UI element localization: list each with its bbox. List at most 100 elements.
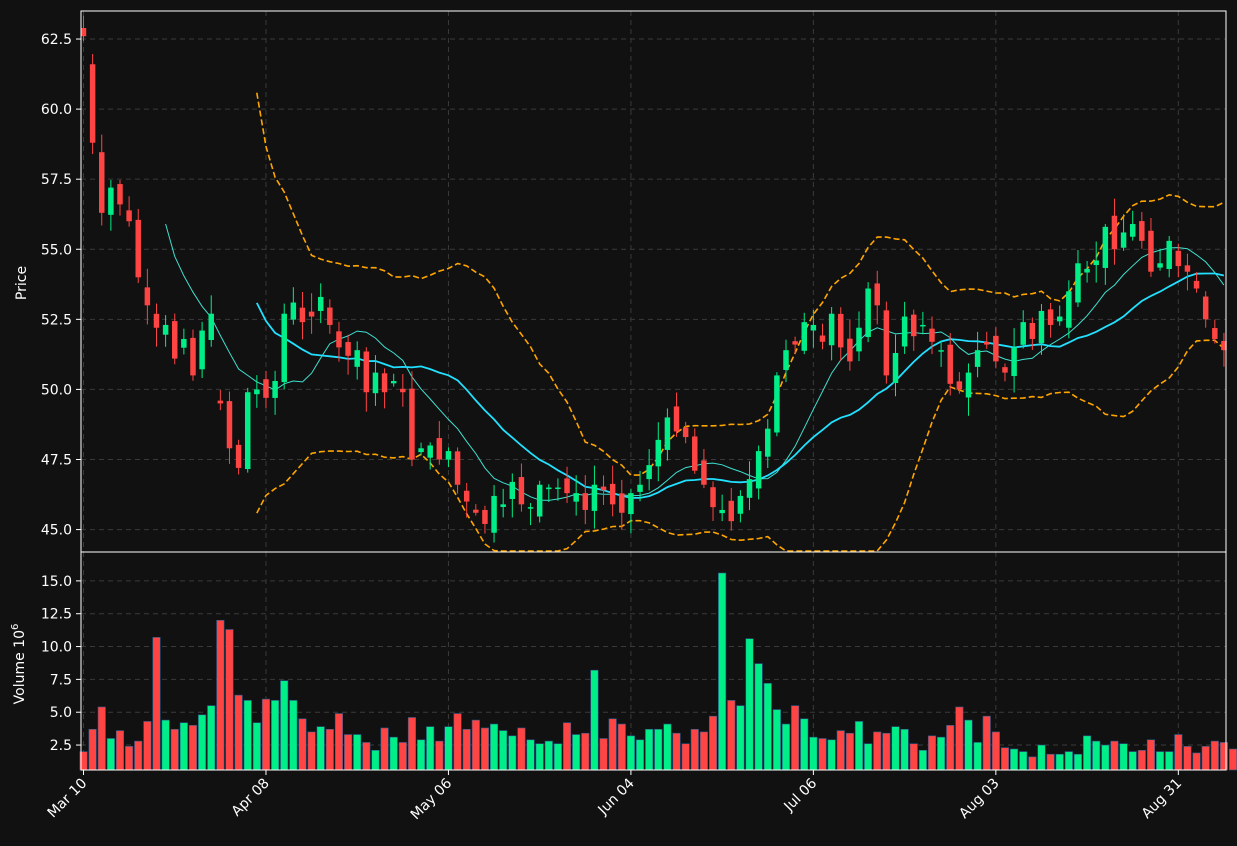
candle-body [892, 352, 899, 384]
candle-body [272, 381, 278, 398]
candle-body [317, 296, 324, 311]
volume-bar [188, 725, 198, 771]
candle-body [1084, 268, 1090, 273]
volume-bar [964, 719, 973, 771]
volume-bar [1119, 743, 1128, 771]
volume-bar [690, 728, 699, 771]
volume-bar [553, 743, 562, 771]
candle-body [801, 322, 807, 351]
volume-bar [1037, 744, 1046, 771]
candle-body [838, 313, 844, 348]
candle-body [244, 392, 251, 470]
candle-body [774, 375, 780, 433]
candle-body [171, 321, 178, 359]
candle-body [1029, 322, 1036, 339]
volume-bar [882, 732, 891, 771]
candle-body [883, 310, 890, 376]
volume-ytick-label: 5.0 [50, 705, 72, 721]
volume-bar [1019, 751, 1028, 771]
candle-body [199, 330, 205, 370]
volume-ytick-label: 7.5 [50, 672, 72, 688]
volume-bar [325, 728, 334, 771]
volume-bar [307, 731, 316, 771]
candle-body [828, 313, 835, 346]
candle-body [500, 504, 506, 507]
candle-body [1056, 316, 1063, 322]
candle-body [765, 428, 771, 457]
bollinger-lower-line [256, 339, 1225, 552]
candle-body [381, 373, 388, 393]
volume-bar [143, 721, 152, 771]
volume-bar [891, 726, 900, 771]
candle-body [135, 219, 141, 278]
ma-slow-line [255, 272, 1225, 499]
candle-body [746, 479, 753, 498]
candle-body [682, 427, 689, 438]
candle-body [983, 342, 990, 345]
candle-body [783, 350, 789, 370]
volume-bar [106, 738, 115, 771]
candle-body [755, 451, 762, 489]
candle-body [509, 481, 516, 499]
volume-bar [991, 731, 1000, 771]
volume-bar [462, 728, 471, 771]
candle-body [1212, 328, 1218, 339]
volume-bar [134, 740, 143, 771]
candle-body [965, 372, 972, 398]
candle-body [1093, 260, 1099, 266]
candle-body [99, 152, 105, 213]
candle-body [482, 509, 488, 524]
candle-body [390, 381, 397, 384]
candle-body [1129, 224, 1136, 237]
candle-body [162, 324, 169, 335]
candle-body [974, 350, 981, 367]
candle-body [847, 338, 853, 362]
candle-body [89, 64, 96, 143]
candle-body [527, 507, 534, 509]
candle-body [947, 344, 953, 384]
volume-bar [745, 638, 754, 771]
candle-body [582, 493, 589, 510]
candle-body [345, 342, 351, 356]
candle-body [181, 338, 187, 348]
volume-bar [407, 717, 416, 771]
volume-bar [499, 730, 508, 771]
volume-bar [864, 743, 873, 771]
volume-bar [982, 715, 991, 771]
candle-body [235, 444, 242, 468]
volume-bar [617, 723, 626, 771]
candle-body [327, 307, 333, 325]
volume-bar [1064, 751, 1073, 771]
volume-bar [937, 736, 946, 771]
candle-body [354, 350, 360, 367]
volume-bar [179, 722, 188, 771]
volume-bar [389, 736, 398, 771]
volume-bar [672, 732, 681, 771]
price-ytick-label: 47.5 [41, 452, 72, 468]
volume-bar [681, 743, 690, 771]
candle-body [1047, 309, 1054, 325]
volume-bar [280, 680, 289, 771]
candle-body [1221, 340, 1227, 351]
candle-body [600, 486, 607, 491]
price-ytick-label: 52.5 [41, 312, 72, 328]
volume-bar [973, 742, 982, 771]
volume-bar [854, 721, 864, 771]
volume-bar [252, 722, 261, 771]
candle-body [692, 436, 698, 471]
candle-body [874, 283, 880, 306]
volume-bar [1183, 746, 1192, 771]
candle-body [1166, 240, 1172, 269]
candle-body [1002, 367, 1008, 373]
candle-body [445, 451, 452, 460]
volume-bar [444, 726, 453, 771]
candle-body [856, 327, 862, 352]
candle-body [108, 187, 114, 215]
candle-body [619, 493, 625, 513]
candle-body [1011, 347, 1017, 377]
volume-bar [1055, 753, 1064, 771]
candle-body [1120, 232, 1127, 248]
volume-bar [544, 740, 553, 771]
